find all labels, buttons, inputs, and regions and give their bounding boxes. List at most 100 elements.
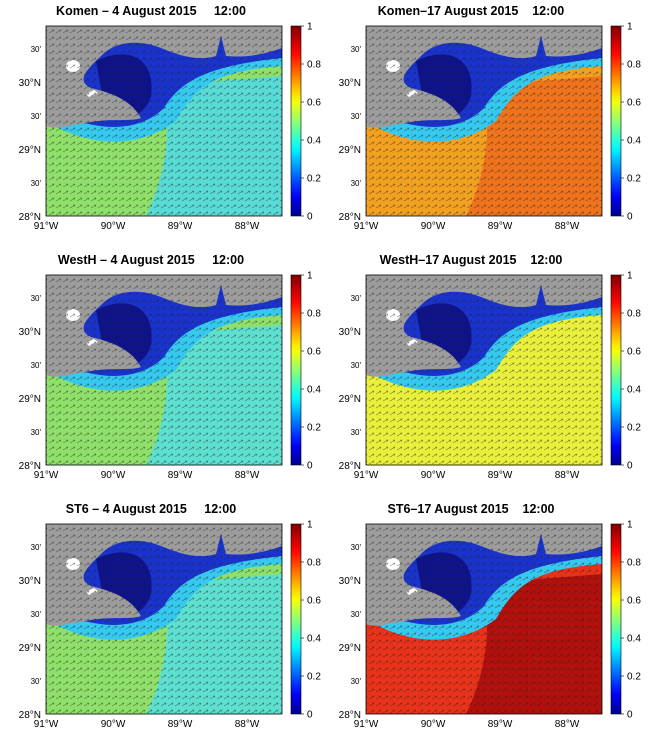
lat-minor-label: 30' xyxy=(31,112,42,121)
lat-minor-label: 30' xyxy=(31,543,42,552)
colorbar-tick-label: 0.4 xyxy=(307,385,321,396)
lon-label: 90°W xyxy=(421,470,446,481)
panel-westh-aug4: WestH – 4 August 2015 12:00 28°N 29°N 30°N… xyxy=(6,249,332,498)
colorbar xyxy=(290,25,302,217)
lon-label: 91°W xyxy=(34,470,59,481)
colorbar-tick-label: 0 xyxy=(307,212,313,223)
colorbar-tick-label: 0.6 xyxy=(307,98,321,109)
lat-label: 28°N xyxy=(339,212,361,223)
lat-label: 29°N xyxy=(339,394,361,405)
lon-label: 89°W xyxy=(168,470,193,481)
lon-label: 89°W xyxy=(168,221,193,232)
panel-title: WestH – 4 August 2015 12:00 xyxy=(57,253,245,267)
colorbar-tick-label: 0 xyxy=(307,710,313,721)
colorbar xyxy=(290,274,302,466)
colorbar-tick-label: 1 xyxy=(307,271,313,282)
lat-label: 30°N xyxy=(19,327,41,338)
lat-minor-label: 30' xyxy=(351,543,362,552)
lat-minor-label: 30' xyxy=(31,361,42,370)
colorbar-tick-label: 0.2 xyxy=(627,423,641,434)
lon-label: 89°W xyxy=(488,221,513,232)
panel-st6-aug17: ST6–17 August 2015 12:00 28°N 29°N 30°N 30'… xyxy=(326,498,652,747)
lat-label: 29°N xyxy=(19,643,41,654)
lon-label: 88°W xyxy=(235,470,260,481)
lat-minor-label: 30' xyxy=(351,677,362,686)
colorbar-tick-label: 1 xyxy=(627,22,633,33)
colorbar-tick-label: 1 xyxy=(307,520,313,531)
lat-minor-label: 30' xyxy=(31,610,42,619)
colorbar-tick-label: 0.4 xyxy=(627,634,641,645)
colorbar-tick-label: 0.8 xyxy=(627,558,641,569)
lat-label: 28°N xyxy=(19,710,41,721)
panel-westh-aug17: WestH–17 August 2015 12:00 28°N 29°N 30°N 3… xyxy=(326,249,652,498)
panel-komen-aug17: Komen–17 August 2015 12:00 28°N 29°N 30°N 3… xyxy=(326,0,652,249)
lat-label: 30°N xyxy=(19,78,41,89)
lat-label: 28°N xyxy=(19,461,41,472)
map-plot: 28°N 29°N 30°N 30' 30' 30' 91°W 90°W 89°W 88°W 0 0.… xyxy=(339,22,642,233)
colorbar-tick-label: 0.2 xyxy=(627,672,641,683)
panel-title: WestH–17 August 2015 12:00 xyxy=(379,253,563,267)
colorbar-tick-label: 0.4 xyxy=(627,136,641,147)
wind-vectors xyxy=(46,524,282,714)
colorbar-tick-label: 0 xyxy=(627,212,633,223)
panel-title: Komen–17 August 2015 12:00 xyxy=(377,4,565,18)
panel-st6-aug4: ST6 – 4 August 2015 12:00 28°N 29°N 30°N 30… xyxy=(6,498,332,747)
map-frame xyxy=(45,25,283,217)
colorbar xyxy=(610,274,622,466)
lat-minor-label: 30' xyxy=(31,45,42,54)
panel-title: ST6–17 August 2015 12:00 xyxy=(387,502,555,516)
colorbar-tick-label: 0.8 xyxy=(307,309,321,320)
lon-label: 90°W xyxy=(101,470,126,481)
lon-label: 88°W xyxy=(235,221,260,232)
map-plot: 28°N 29°N 30°N 30' 30' 30' 91°W 90°W 89°W 88°W 0 0.… xyxy=(19,22,322,233)
wind-vectors xyxy=(366,524,602,714)
lat-label: 28°N xyxy=(339,710,361,721)
lon-label: 88°W xyxy=(555,719,580,730)
colorbar-tick-label: 0.4 xyxy=(627,385,641,396)
lat-label: 29°N xyxy=(339,145,361,156)
map-frame xyxy=(45,274,283,466)
lon-label: 88°W xyxy=(235,719,260,730)
map-plot: 28°N 29°N 30°N 30' 30' 30' 91°W 90°W 89°W 88°W 0 0.… xyxy=(19,271,322,482)
wind-vectors xyxy=(366,275,602,465)
lat-label: 30°N xyxy=(339,327,361,338)
colorbar-tick-label: 1 xyxy=(627,271,633,282)
lat-minor-label: 30' xyxy=(351,361,362,370)
lon-label: 91°W xyxy=(34,221,59,232)
colorbar-tick-label: 0 xyxy=(307,461,313,472)
lon-label: 91°W xyxy=(354,719,379,730)
map-frame xyxy=(45,523,283,715)
colorbar xyxy=(290,523,302,715)
map-plot: 28°N 29°N 30°N 30' 30' 30' 91°W 90°W 89°W 88°W 0 0.… xyxy=(19,520,322,731)
colorbar-tick-label: 0.2 xyxy=(307,672,321,683)
colorbar-tick-label: 0.4 xyxy=(307,634,321,645)
lat-label: 30°N xyxy=(339,576,361,587)
wind-vectors xyxy=(366,26,602,216)
colorbar-tick-label: 0.8 xyxy=(627,309,641,320)
colorbar-tick-label: 0 xyxy=(627,461,633,472)
lon-label: 90°W xyxy=(421,719,446,730)
panel-title: ST6 – 4 August 2015 12:00 xyxy=(65,502,237,516)
panel-title: Komen – 4 August 2015 12:00 xyxy=(56,4,246,18)
lon-label: 88°W xyxy=(555,470,580,481)
lon-label: 91°W xyxy=(354,221,379,232)
lat-label: 29°N xyxy=(19,394,41,405)
colorbar-tick-label: 0.8 xyxy=(307,60,321,71)
map-plot: 28°N 29°N 30°N 30' 30' 30' 91°W 90°W 89°W 88°W 0 0.… xyxy=(339,271,642,482)
lat-label: 30°N xyxy=(339,78,361,89)
colorbar-tick-label: 0.6 xyxy=(307,596,321,607)
wind-vectors xyxy=(46,26,282,216)
colorbar-tick-label: 0.2 xyxy=(627,174,641,185)
colorbar-tick-label: 0.6 xyxy=(627,98,641,109)
lat-label: 28°N xyxy=(339,461,361,472)
map-frame xyxy=(365,523,603,715)
lon-label: 88°W xyxy=(555,221,580,232)
lat-label: 30°N xyxy=(19,576,41,587)
lat-minor-label: 30' xyxy=(351,112,362,121)
colorbar-tick-label: 1 xyxy=(307,22,313,33)
lon-label: 90°W xyxy=(101,719,126,730)
colorbar-tick-label: 0.6 xyxy=(627,347,641,358)
lat-label: 29°N xyxy=(19,145,41,156)
lat-minor-label: 30' xyxy=(351,610,362,619)
lat-label: 28°N xyxy=(19,212,41,223)
